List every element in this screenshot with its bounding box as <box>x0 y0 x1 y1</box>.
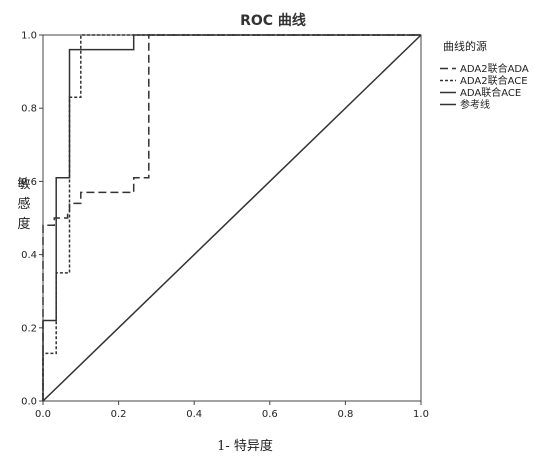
y-tick-label: 0.8 <box>21 104 37 115</box>
series-layer <box>42 34 422 402</box>
y-tick-label: 0.4 <box>21 250 37 261</box>
x-tick-label: 0.4 <box>186 409 202 420</box>
legend-label-3: ADA联合ACE <box>460 86 521 99</box>
legend-title: 曲线的源 <box>443 39 487 53</box>
y-tick-label: 0.2 <box>21 323 37 334</box>
legend-label-1: ADA2联合ADA <box>460 62 529 75</box>
series-line-4 <box>42 34 422 402</box>
legend-label-4: 参考线 <box>460 98 490 111</box>
y-axis-label: 敏感度 <box>17 177 30 232</box>
y-axis-ticks: 0.0 0.2 0.4 0.6 0.8 1.0 <box>21 31 43 408</box>
x-axis-ticks: 0.0 0.2 0.4 0.6 0.8 1.0 <box>35 401 429 420</box>
x-tick-label: 1.0 <box>413 409 429 420</box>
x-tick-label: 0.8 <box>337 409 353 420</box>
series-line-3 <box>42 34 421 401</box>
chart-title: ROC 曲线 <box>240 12 306 29</box>
legend-label-2: ADA2联合ACE <box>460 74 528 87</box>
series-line-2 <box>42 34 421 401</box>
series-line-1 <box>42 34 421 401</box>
x-tick-label: 0.6 <box>262 409 278 420</box>
x-tick-label: 0.0 <box>35 409 51 420</box>
y-tick-label: 0.0 <box>21 397 37 408</box>
x-axis-label: 1- 特异度 <box>217 438 273 454</box>
y-tick-label: 1.0 <box>21 31 37 42</box>
x-tick-label: 0.2 <box>111 409 127 420</box>
y-tick-label: 0.6 <box>21 177 37 188</box>
